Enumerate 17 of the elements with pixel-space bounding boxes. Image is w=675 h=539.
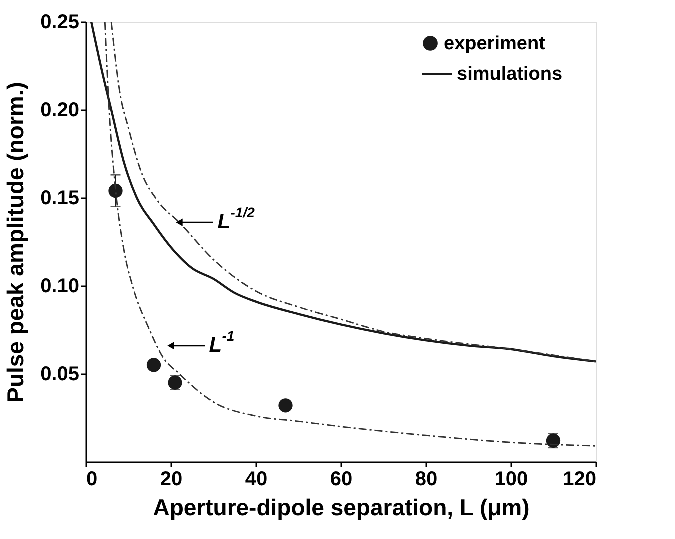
x-tick-label: 120 bbox=[563, 468, 596, 490]
x-tick-label: 0 bbox=[86, 468, 98, 490]
x-tick-label: 60 bbox=[330, 468, 353, 490]
legend-label: simulations bbox=[457, 64, 563, 85]
line-series bbox=[104, 22, 596, 447]
x-axis-title: Aperture-dipole separation, L (μm) bbox=[153, 494, 530, 520]
x-tick-label: 40 bbox=[245, 468, 268, 490]
x-tick-label: 80 bbox=[415, 468, 438, 490]
legend-label: experiment bbox=[444, 34, 546, 54]
x-tick-label: 20 bbox=[160, 468, 183, 490]
y-tick-label: 0.10 bbox=[40, 276, 80, 298]
y-tick-label: 0.15 bbox=[40, 188, 80, 210]
x-tick-label: 100 bbox=[494, 468, 528, 490]
y-tick-label: 0.20 bbox=[40, 100, 80, 122]
y-axis-title: Pulse peak amplitude (norm.) bbox=[2, 82, 29, 403]
y-tick-label: 0.25 bbox=[40, 12, 80, 34]
y-tick-label: 0.05 bbox=[40, 364, 80, 386]
